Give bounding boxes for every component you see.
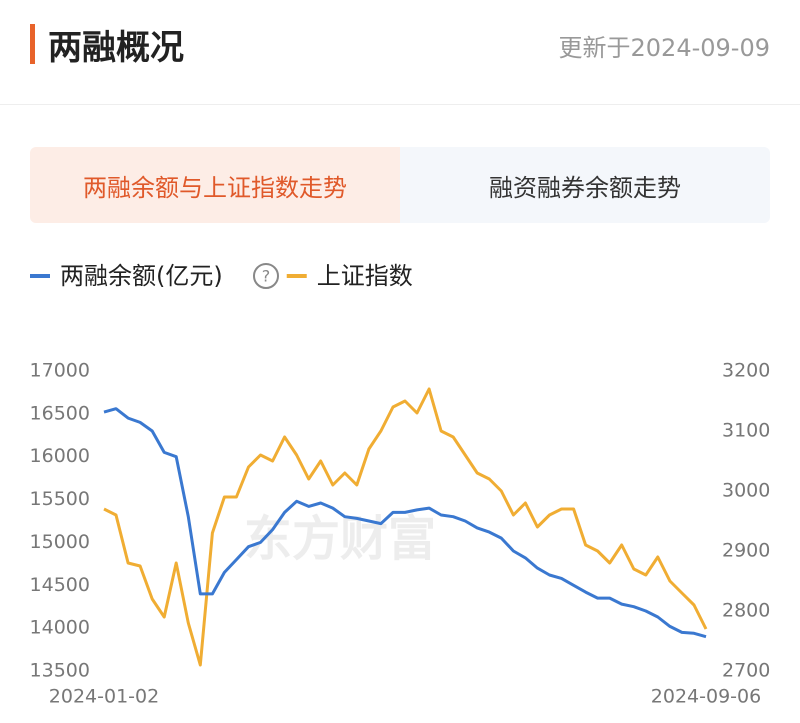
- accent-bar: [30, 24, 35, 64]
- svg-text:?: ?: [262, 267, 271, 286]
- tab[interactable]: 融资融券余额走势: [400, 147, 770, 223]
- y-tick-label: 15000: [30, 531, 90, 553]
- chart: 东方财富 ? 13500 14000 14500 15000 15500 16000 165…: [30, 262, 771, 708]
- y2-tick-label: 2700: [722, 660, 770, 682]
- series-line: [103, 387, 708, 667]
- y-tick-label: 17000: [30, 360, 90, 382]
- y2-tick-label: 3100: [722, 420, 770, 442]
- legend-label: 上证指数: [317, 262, 413, 290]
- help-icon[interactable]: ?: [253, 263, 279, 289]
- x-tick-label: 2024-01-02: [49, 686, 159, 708]
- y-tick-label: 15500: [30, 488, 90, 510]
- tabs: 两融余额与上证指数走势 融资融券余额走势: [30, 147, 770, 223]
- y2-tick-label: 2900: [722, 540, 770, 562]
- x-tick-label: 2024-09-06: [651, 686, 761, 708]
- y-tick-label: 16000: [30, 445, 90, 467]
- tab[interactable]: 两融余额与上证指数走势: [30, 147, 400, 223]
- header: 两融概况 更新于2024-09-09: [0, 0, 800, 105]
- y-tick-label: 13500: [30, 660, 90, 682]
- y2-tick-label: 3000: [722, 480, 770, 502]
- series-line: [103, 407, 707, 639]
- update-date: 更新于2024-09-09: [558, 34, 770, 62]
- legend-label: 两融余额(亿元): [60, 262, 223, 290]
- watermark: 东方财富: [244, 511, 436, 567]
- header-title: 两融概况: [48, 28, 184, 68]
- y-tick-label: 14000: [30, 617, 90, 639]
- y2-tick-label: 3200: [722, 360, 770, 382]
- y2-tick-label: 2800: [722, 600, 770, 622]
- y-tick-label: 16500: [30, 402, 90, 424]
- y-tick-label: 14500: [30, 574, 90, 596]
